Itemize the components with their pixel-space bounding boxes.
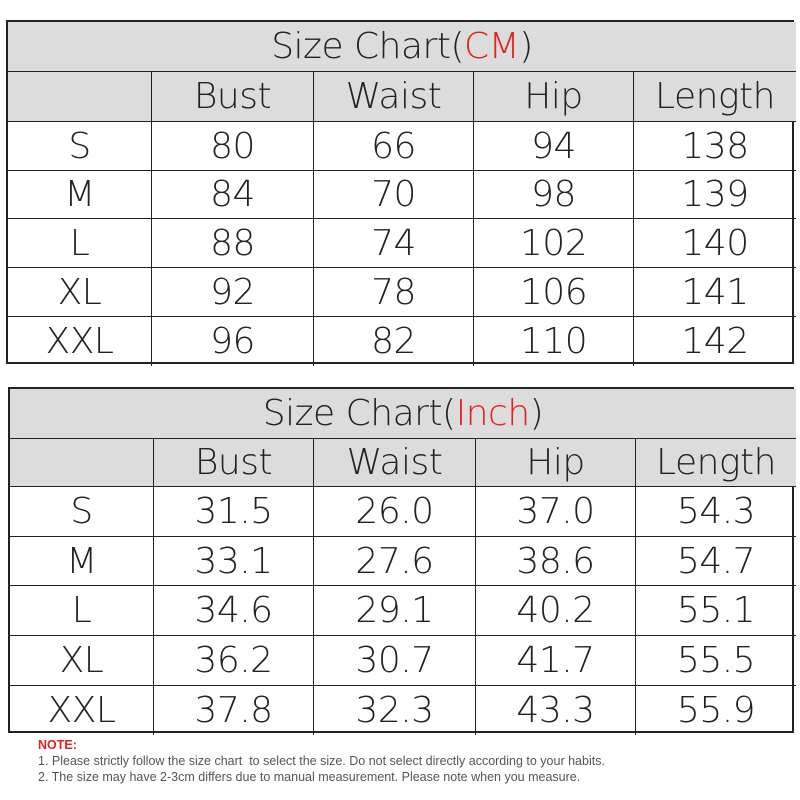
table-cell: 33.1	[154, 537, 314, 586]
size-label: L	[10, 586, 154, 636]
table-cell: 43.3	[476, 686, 636, 735]
size-label: L	[8, 219, 152, 268]
header-cell: Bust	[152, 72, 314, 122]
table-cell: 80	[152, 122, 314, 171]
table-cell: 37.0	[476, 487, 636, 537]
table-cell: 106	[474, 268, 634, 317]
table-cell: 96	[152, 317, 314, 366]
table-cell: 30.7	[314, 636, 476, 686]
header-cell: Waist	[314, 439, 476, 487]
table-cell: 82	[314, 317, 474, 366]
table-cell: 55.9	[676, 690, 756, 731]
table-cell: 32.3	[314, 686, 476, 735]
table-cell: 55.5	[636, 636, 796, 686]
header-cell: Bust	[154, 439, 314, 487]
header-cell: Waist	[314, 72, 474, 122]
table-cell: 40.2	[476, 586, 636, 636]
table-cell: 55.1	[636, 586, 796, 636]
size-label: XXL	[8, 317, 152, 366]
header-cell: Hip	[476, 439, 636, 487]
header-cell: Hip	[474, 72, 634, 122]
table-cell: 34.6	[154, 586, 314, 636]
header-cell	[8, 72, 152, 122]
title-text: Size Chart(	[271, 26, 465, 67]
table-cell: 78	[314, 268, 474, 317]
header-cell: Length	[636, 439, 796, 487]
table-cell: 36.2	[154, 636, 314, 686]
title-unit: CM	[464, 26, 520, 67]
table-cell: 41.7	[476, 636, 636, 686]
title-text: Size Chart(	[262, 393, 456, 434]
table-cell: 94	[474, 122, 634, 171]
size-label: S	[8, 122, 152, 171]
table-cell: 141	[634, 268, 796, 317]
table-cell: 140	[634, 219, 796, 268]
table-cell: 66	[314, 122, 474, 171]
table-cell: 37.8	[154, 686, 314, 735]
table-cell: 110	[474, 317, 634, 366]
table-title: Size Chart(Inch)	[10, 389, 796, 439]
size-label: M	[8, 171, 152, 219]
header-cell: Length	[634, 72, 796, 122]
table-cell: 70	[314, 171, 474, 219]
table-cell: 142	[681, 321, 749, 362]
size-label: XXL	[10, 686, 154, 735]
table-cell: 31.5	[154, 487, 314, 537]
size-table: Size Chart(CM) Bust Waist Hip Length S 80 66 94 1…	[6, 20, 796, 366]
table-cell: 27.6	[314, 537, 476, 586]
note-line: 2. The size may have 2-3cm differs due t…	[38, 770, 581, 784]
note-heading: NOTE:	[38, 738, 77, 752]
table-cell: 102	[474, 219, 634, 268]
table-cell: 26.0	[314, 487, 476, 537]
table-cell: 54.3	[636, 487, 796, 537]
size-table: Size Chart(Inch) Bust Waist Hip Length S 31.5 2…	[8, 387, 796, 735]
table-cell: 54.7	[636, 537, 796, 586]
table-cell: 138	[634, 122, 796, 171]
size-label: S	[10, 487, 154, 537]
table-cell: 74	[314, 219, 474, 268]
size-label: M	[10, 537, 154, 586]
table-cell: 84	[152, 171, 314, 219]
title-unit: Inch	[455, 393, 531, 434]
table-cell: 29.1	[314, 586, 476, 636]
table-title: Size Chart(CM)	[8, 22, 796, 72]
note-line: 1. Please strictly follow the size chart…	[38, 754, 605, 768]
table-cell: 92	[152, 268, 314, 317]
table-cell: 88	[152, 219, 314, 268]
header-cell	[10, 439, 154, 487]
size-label: XL	[8, 268, 152, 317]
table-cell: 38.6	[476, 537, 636, 586]
table-cell: 139	[634, 171, 796, 219]
table-cell: 98	[474, 171, 634, 219]
title-text: )	[519, 26, 533, 67]
size-label: XL	[10, 636, 154, 686]
title-text: )	[529, 393, 544, 434]
